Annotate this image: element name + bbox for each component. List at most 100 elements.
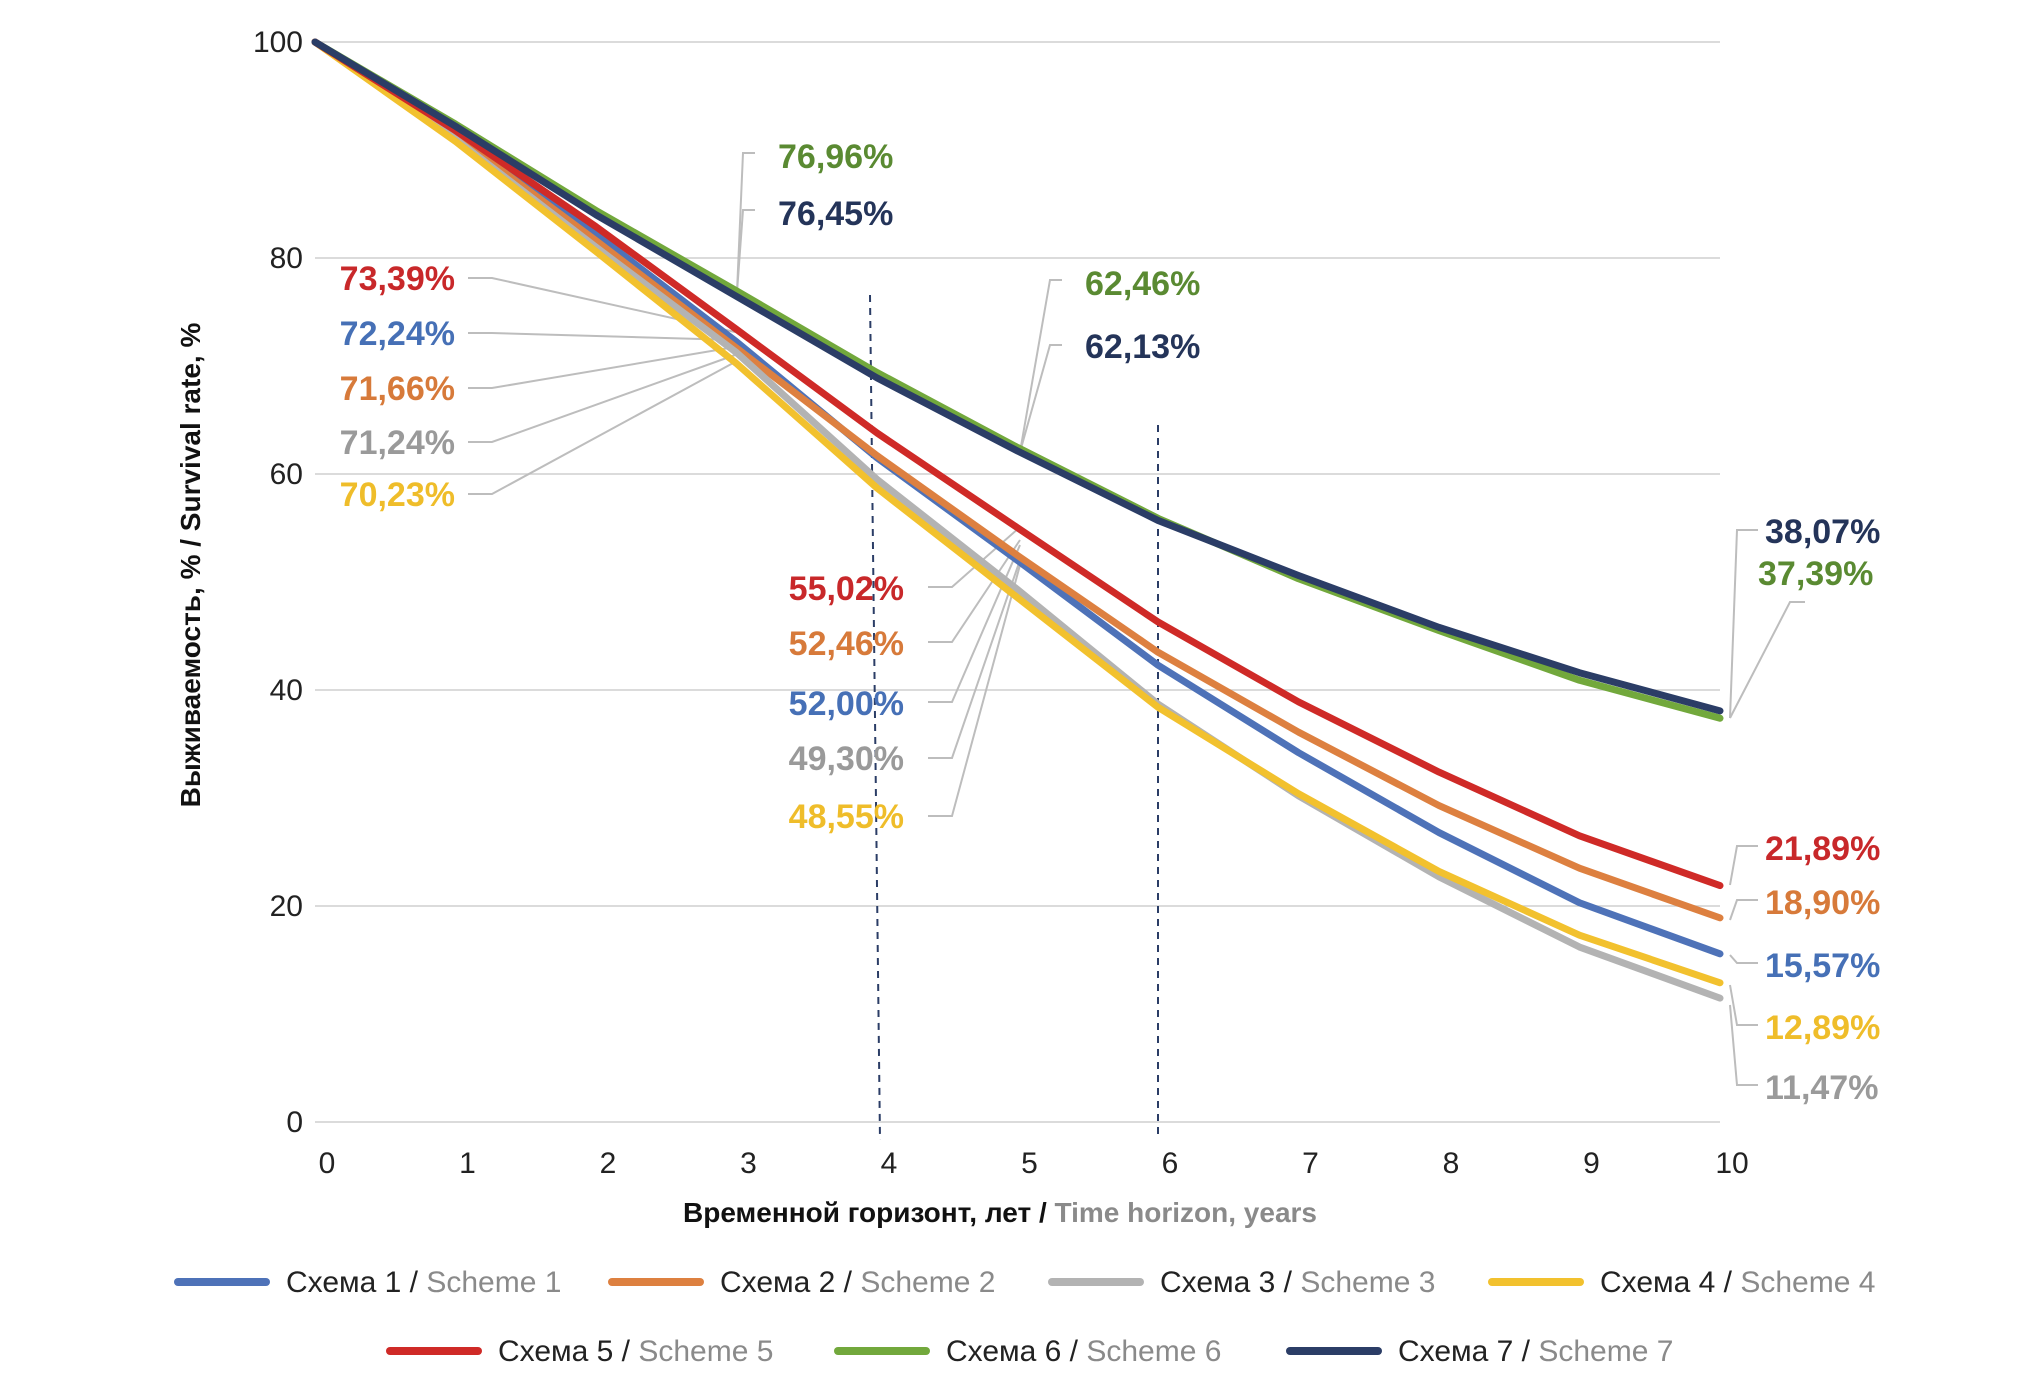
leader-line — [1729, 845, 1758, 886]
leader-line — [1729, 1004, 1758, 1086]
leader-line — [468, 354, 736, 443]
annotation-label: 52,00% — [789, 685, 904, 723]
annotation-label: 71,66% — [340, 370, 455, 408]
legend-label-en: Scheme 5 — [638, 1335, 773, 1368]
annotation-label: 49,30% — [789, 740, 904, 778]
y-axis-title: Выживаемость, % / Survival rate, % — [175, 323, 206, 808]
leader-line — [1729, 984, 1758, 1026]
legend-label-en: Scheme 3 — [1300, 1266, 1435, 1299]
x-axis-title-en: Time horizon, years — [1055, 1197, 1317, 1228]
annotation-label: 76,45% — [778, 195, 893, 233]
leader-line — [1729, 899, 1758, 921]
annotation-leader-lines — [468, 152, 1805, 1086]
y-tick-label: 0 — [286, 1106, 303, 1139]
annotation-label: 38,07% — [1765, 513, 1880, 551]
annotation-label: 70,23% — [340, 476, 455, 514]
annotation-label: 72,24% — [340, 315, 455, 353]
x-tick-label: 6 — [1162, 1147, 1179, 1180]
annotation-label: 37,39% — [1758, 555, 1873, 593]
x-axis-title: Временной горизонт, лет / Time horizon, … — [683, 1197, 1317, 1228]
leader-line — [1019, 344, 1062, 453]
annotation-label: 62,13% — [1085, 328, 1200, 366]
series-line-5 — [311, 38, 1724, 890]
legend-label-ru: Схема 7 / — [1398, 1335, 1538, 1368]
leader-line — [736, 152, 755, 293]
x-tick-label: 5 — [1021, 1147, 1038, 1180]
legend-label-ru: Схема 4 / — [1600, 1266, 1740, 1299]
leader-line — [928, 544, 1021, 703]
legend-label: Схема 5 / Scheme 5 — [498, 1335, 773, 1368]
annotation-label: 48,55% — [789, 798, 904, 836]
annotation-label: 12,89% — [1765, 1009, 1880, 1047]
leader-line — [1729, 601, 1805, 719]
x-axis-title-ru: Временной горизонт, лет / — [683, 1197, 1055, 1228]
legend-label: Схема 4 / Scheme 4 — [1600, 1266, 1875, 1299]
data-annotations: 76,96% 76,45% 73,39% 72,24% 71,66% 71,24% 70,2… — [340, 138, 1881, 1107]
legend-label: Схема 6 / Scheme 6 — [946, 1335, 1221, 1368]
leader-line — [468, 277, 736, 333]
y-tick-label: 80 — [270, 242, 303, 275]
series-line-6 — [311, 38, 1724, 722]
y-tick-label: 100 — [253, 26, 303, 59]
legend-label-ru: Схема 6 / — [946, 1335, 1086, 1368]
legend: Схема 1 / Scheme 1 Схема 2 / Scheme 2 Схем… — [174, 1266, 1875, 1368]
legend-item-7: Схема 7 / Scheme 7 — [1286, 1335, 1673, 1368]
series-line-4 — [311, 38, 1724, 987]
legend-label-en: Scheme 1 — [426, 1266, 561, 1299]
legend-label-ru: Схема 3 / — [1160, 1266, 1300, 1299]
annotation-label: 73,39% — [340, 260, 455, 298]
legend-item-5: Схема 5 / Scheme 5 — [386, 1335, 773, 1368]
annotation-label: 15,57% — [1765, 947, 1880, 985]
grid-lines — [315, 41, 1720, 1123]
leader-line — [928, 559, 1021, 759]
x-tick-label: 7 — [1302, 1147, 1319, 1180]
leader-line — [1729, 529, 1758, 719]
legend-label-en: Scheme 4 — [1740, 1266, 1875, 1299]
annotation-label: 62,46% — [1085, 265, 1200, 303]
legend-label: Схема 2 / Scheme 2 — [720, 1266, 995, 1299]
y-tick-label: 20 — [270, 890, 303, 923]
legend-item-4: Схема 4 / Scheme 4 — [1488, 1266, 1875, 1299]
y-tick-label: 40 — [270, 674, 303, 707]
y-tick-label: 60 — [270, 458, 303, 491]
x-tick-label: 4 — [881, 1147, 898, 1180]
x-tick-label: 1 — [459, 1147, 476, 1180]
legend-label-en: Scheme 2 — [860, 1266, 995, 1299]
annotation-label: 52,46% — [789, 625, 904, 663]
legend-item-6: Схема 6 / Scheme 6 — [834, 1335, 1221, 1368]
legend-label-en: Scheme 6 — [1086, 1335, 1221, 1368]
x-tick-label: 2 — [600, 1147, 617, 1180]
legend-label: Схема 1 / Scheme 1 — [286, 1266, 561, 1299]
annotation-label: 76,96% — [778, 138, 893, 176]
annotation-label: 11,47% — [1765, 1069, 1878, 1107]
leader-line — [468, 346, 736, 389]
leader-line — [1019, 279, 1062, 453]
annotation-label: 21,89% — [1765, 830, 1880, 868]
series-lines — [311, 38, 1724, 1002]
annotation-label: 18,90% — [1765, 884, 1880, 922]
y-tick-labels: 0 20 40 60 80 100 — [253, 26, 303, 1139]
legend-label-ru: Схема 5 / — [498, 1335, 638, 1368]
legend-item-2: Схема 2 / Scheme 2 — [608, 1266, 995, 1299]
leader-line — [468, 361, 736, 495]
reference-line-x4 — [869, 294, 881, 1141]
series-line-1 — [311, 38, 1724, 958]
series-line-7 — [311, 38, 1724, 715]
leader-line — [468, 332, 736, 341]
leader-line — [736, 209, 755, 293]
legend-label-en: Scheme 7 — [1538, 1335, 1673, 1368]
x-tick-label: 8 — [1443, 1147, 1460, 1180]
legend-label: Схема 3 / Scheme 3 — [1160, 1266, 1435, 1299]
legend-item-1: Схема 1 / Scheme 1 — [174, 1266, 561, 1299]
x-tick-label: 3 — [740, 1147, 757, 1180]
leader-line — [928, 564, 1021, 817]
x-tick-labels: 0 1 2 3 4 5 6 7 8 9 10 — [319, 1147, 1749, 1180]
annotation-label: 55,02% — [789, 570, 904, 608]
annotation-label: 71,24% — [340, 424, 455, 462]
legend-label-ru: Схема 1 / — [286, 1266, 426, 1299]
reference-lines — [869, 294, 1159, 1141]
series-line-2 — [311, 38, 1724, 922]
legend-item-3: Схема 3 / Scheme 3 — [1048, 1266, 1435, 1299]
legend-label-ru: Схема 2 / — [720, 1266, 860, 1299]
